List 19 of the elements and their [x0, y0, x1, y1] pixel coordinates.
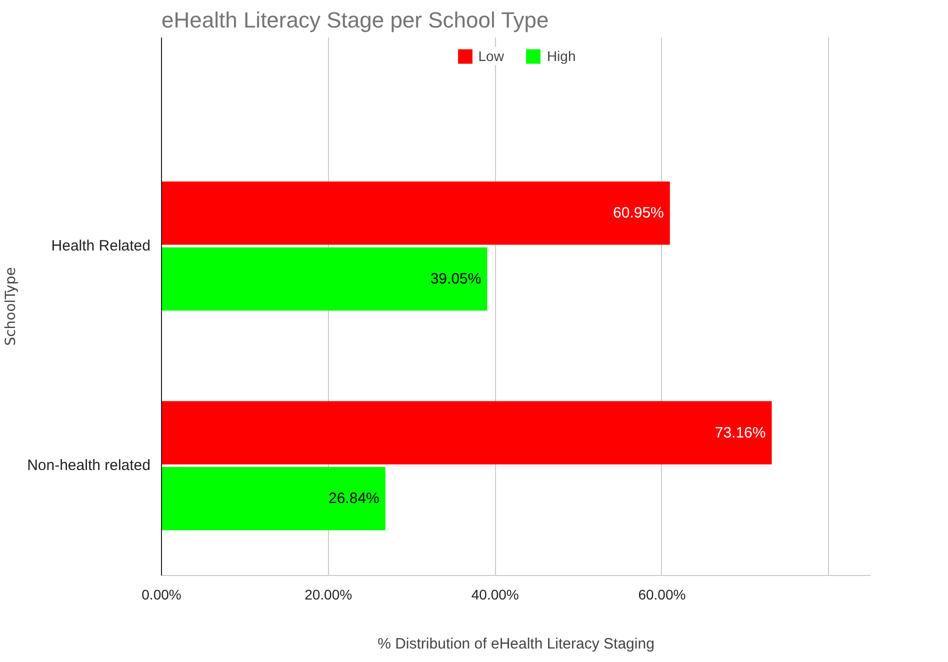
y-tick-label: Non-health related: [27, 457, 151, 474]
bar: [162, 247, 488, 311]
legend-label: Low: [478, 48, 504, 64]
x-tick-label: 0.00%: [142, 586, 182, 602]
bar: [162, 401, 772, 464]
y-axis-title: SchoolType: [3, 267, 20, 346]
bar: [162, 467, 386, 530]
data-label: 26.84%: [328, 490, 380, 508]
x-tick-label: 60.00%: [638, 586, 686, 602]
bar: [162, 182, 670, 245]
legend-label: High: [546, 48, 576, 64]
y-tick-label: Health Related: [51, 238, 151, 255]
x-tick-label: 20.00%: [304, 586, 352, 602]
data-label: 73.16%: [714, 424, 766, 442]
x-axis-title: % Distribution of eHealth Literacy Staging: [378, 636, 654, 652]
data-label: 60.95%: [613, 204, 664, 222]
chart-title: eHealth Literacy Stage per School Type: [162, 8, 549, 32]
data-label: 39.05%: [430, 270, 482, 288]
x-tick-label: 40.00%: [471, 586, 519, 602]
